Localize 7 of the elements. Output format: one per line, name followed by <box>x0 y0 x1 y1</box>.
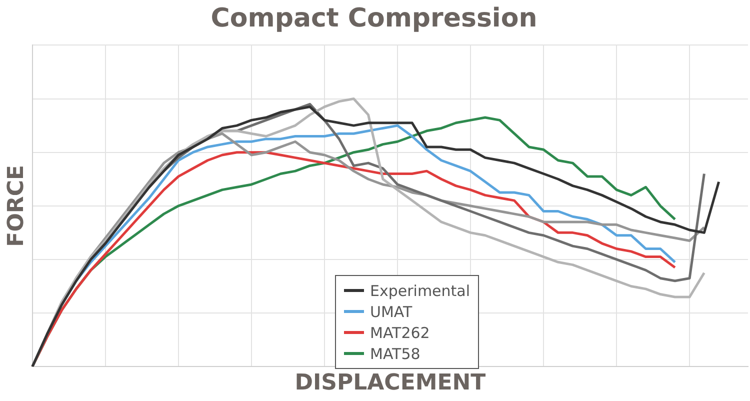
legend-label: Experimental <box>370 282 470 300</box>
legend-label: MAT262 <box>370 324 430 342</box>
chart-title: Compact Compression <box>210 3 538 34</box>
legend-label: MAT58 <box>370 344 420 362</box>
x-axis-title: DISPLACEMENT <box>294 370 486 396</box>
legend-label: UMAT <box>370 302 412 320</box>
y-axis-title: FORCE <box>4 164 29 247</box>
